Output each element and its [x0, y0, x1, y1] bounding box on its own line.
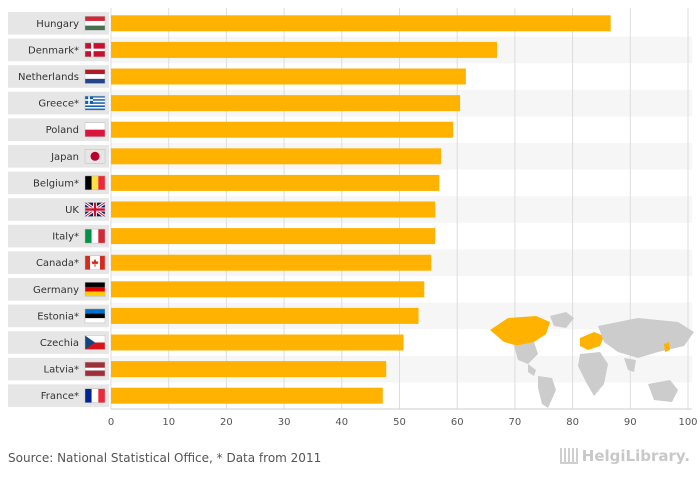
bar-germany	[111, 281, 425, 298]
uk-flag-icon	[84, 201, 106, 218]
category-label: Canada*	[36, 258, 79, 269]
category-label: Czechia	[40, 338, 79, 349]
hungary-flag-icon	[84, 16, 106, 31]
x-tick-label: 100	[678, 417, 697, 428]
asia-shape	[598, 318, 694, 358]
bar-czechia	[111, 334, 404, 351]
bar-japan	[111, 148, 442, 165]
central-america-shape	[528, 364, 536, 376]
label-band	[8, 171, 109, 195]
helgi-library-logo: HelgiLibrary.	[559, 447, 690, 465]
category-label: Italy*	[52, 232, 79, 243]
category-label: France*	[41, 391, 79, 402]
world-map	[490, 312, 694, 408]
bar-estonia	[111, 307, 419, 324]
category-label: Belgium*	[33, 178, 79, 189]
x-tick-label: 80	[566, 417, 579, 428]
x-tick-label: 20	[220, 417, 233, 428]
source-note: Source: National Statistical Office, * D…	[8, 451, 322, 465]
latvia-flag-icon	[84, 361, 106, 377]
netherlands-flag-icon	[84, 69, 106, 84]
category-label: Hungary	[36, 19, 79, 30]
x-tick-label: 0	[108, 417, 114, 428]
label-band	[8, 278, 109, 301]
bar-latvia	[111, 361, 387, 378]
south-america-shape	[538, 376, 556, 408]
greece-flag-icon	[84, 95, 106, 111]
label-band	[8, 65, 109, 88]
category-label: Germany	[33, 285, 79, 296]
africa-shape	[578, 352, 608, 396]
bar-netherlands	[111, 68, 466, 85]
europe-shape	[580, 332, 604, 350]
japan-shape	[664, 342, 670, 352]
category-label: Estonia*	[37, 311, 79, 322]
x-tick-label: 30	[278, 417, 291, 428]
logo-text: HelgiLibrary.	[581, 447, 690, 465]
australia-shape	[648, 380, 678, 402]
denmark-flag-icon	[84, 42, 106, 58]
canada-flag-icon	[84, 255, 106, 270]
label-band	[8, 145, 109, 168]
estonia-flag-icon	[84, 308, 106, 324]
label-band	[8, 38, 109, 62]
label-band	[8, 12, 109, 35]
label-band	[8, 331, 109, 354]
x-tick-label: 40	[335, 417, 348, 428]
germany-flag-icon	[84, 282, 106, 297]
north-america-shape	[490, 316, 550, 346]
category-label: Denmark*	[28, 45, 79, 56]
label-band	[8, 251, 109, 274]
label-band	[8, 198, 109, 221]
label-band	[8, 224, 109, 248]
france-flag-icon	[84, 388, 106, 403]
italy-flag-icon	[84, 228, 106, 244]
category-label: UK	[65, 205, 79, 216]
greenland-shape	[550, 312, 574, 328]
poland-flag-icon	[84, 122, 106, 137]
x-tick-label: 60	[451, 417, 464, 428]
belgium-flag-icon	[84, 175, 106, 191]
india-shape	[624, 358, 636, 372]
bar-canada	[111, 254, 432, 271]
category-label: Latvia*	[44, 365, 79, 376]
category-label: Japan	[50, 152, 79, 163]
x-tick-label: 90	[624, 417, 637, 428]
usa-shape	[514, 342, 538, 364]
czechia-flag-icon	[84, 335, 106, 350]
label-band	[8, 304, 109, 328]
label-band	[8, 357, 109, 381]
bar-chart: 0 10 20 30 40 50 60 70 80 90 100 Hungary Denmark* Net…	[8, 6, 698, 428]
bar-france	[111, 387, 383, 404]
bar-italy	[111, 228, 436, 245]
label-band	[8, 118, 109, 141]
category-label: Poland	[46, 125, 79, 136]
x-tick-label: 50	[393, 417, 406, 428]
category-label: Greece*	[38, 99, 79, 110]
bar-denmark	[111, 41, 498, 58]
bar-uk	[111, 201, 436, 218]
bar-hungary	[111, 15, 611, 32]
label-band	[8, 91, 109, 115]
label-band	[8, 384, 109, 407]
japan-flag-icon	[84, 149, 106, 164]
bar-poland	[111, 121, 454, 138]
library-icon	[559, 448, 578, 464]
x-tick-label: 70	[509, 417, 522, 428]
bar-greece	[111, 95, 461, 112]
category-label: Netherlands	[18, 72, 79, 83]
x-tick-label: 10	[162, 417, 175, 428]
bar-belgium	[111, 174, 440, 191]
